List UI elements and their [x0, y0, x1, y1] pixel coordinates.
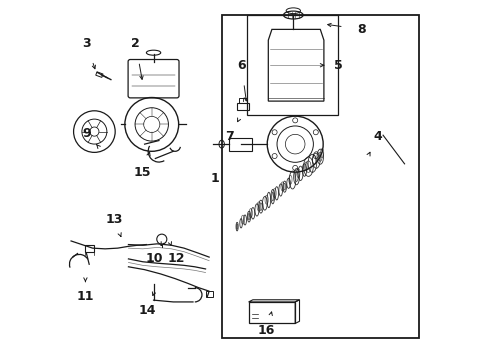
Text: 3: 3: [82, 37, 91, 50]
Text: 5: 5: [334, 59, 343, 72]
Text: 15: 15: [134, 166, 151, 179]
Bar: [247, 15, 338, 116]
Text: 9: 9: [82, 127, 91, 140]
Bar: [221, 15, 419, 338]
Text: 2: 2: [131, 37, 140, 50]
Text: 16: 16: [258, 324, 275, 337]
Bar: [239, 98, 247, 103]
Text: 10: 10: [146, 252, 163, 265]
Bar: [85, 245, 95, 252]
Text: 8: 8: [357, 23, 366, 36]
Bar: [248, 302, 295, 323]
Bar: [205, 291, 213, 297]
Text: 13: 13: [105, 213, 123, 226]
Text: 4: 4: [373, 130, 382, 144]
Bar: [237, 103, 248, 110]
Text: 1: 1: [210, 172, 219, 185]
Text: 7: 7: [225, 130, 234, 144]
Text: 12: 12: [168, 252, 185, 265]
Text: 14: 14: [139, 305, 156, 318]
Bar: [229, 138, 252, 150]
Bar: [96, 72, 103, 77]
Text: 11: 11: [76, 290, 94, 303]
Text: 6: 6: [237, 59, 245, 72]
